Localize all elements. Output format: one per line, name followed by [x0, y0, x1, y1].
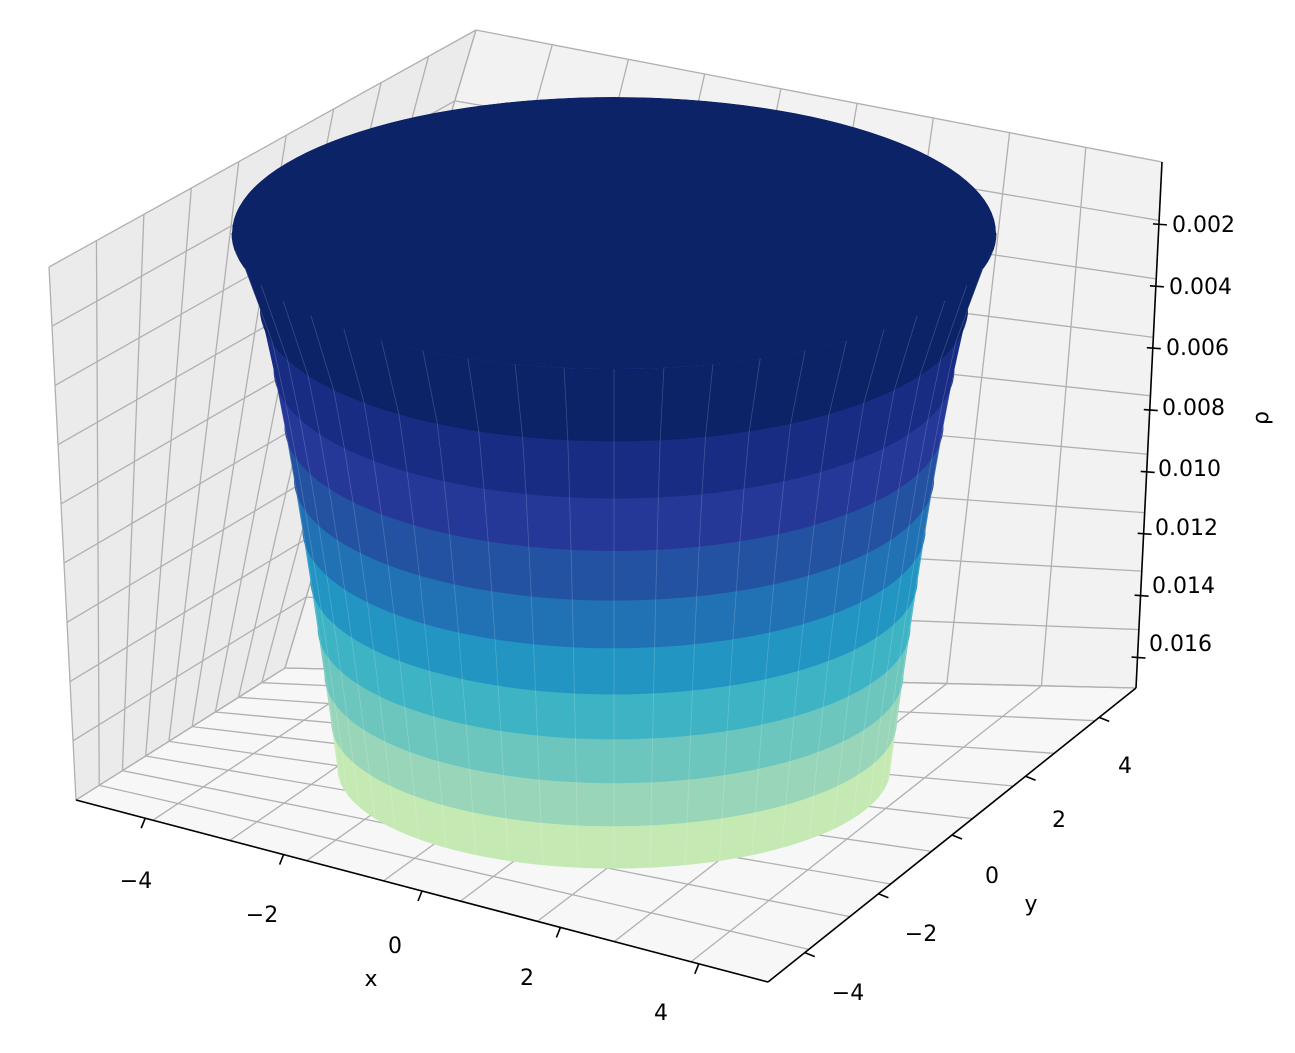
- side-grid-line: [69, 525, 328, 683]
- mesh-line: [868, 284, 968, 807]
- y-tick-label: −4: [832, 981, 864, 1006]
- mesh-line: [719, 358, 761, 861]
- x-tick: [417, 890, 423, 902]
- mesh-line: [381, 340, 447, 848]
- mesh-line: [467, 358, 509, 861]
- y-tick: [951, 834, 963, 840]
- mesh-line: [852, 300, 946, 819]
- side-grid-line: [168, 161, 240, 742]
- mesh-line: [244, 268, 348, 794]
- z-tick: [1149, 284, 1164, 288]
- side-grid-line: [95, 240, 100, 786]
- y-tick-label: −2: [905, 922, 937, 947]
- surface-inner-band: [232, 97, 996, 369]
- x-tick-label: 4: [654, 1001, 668, 1026]
- x-tick-label: 0: [388, 934, 402, 959]
- z-axis-label: ρ: [1249, 411, 1274, 425]
- mesh-line: [808, 329, 885, 839]
- y-tick: [878, 893, 889, 899]
- x-tick: [140, 817, 146, 829]
- x-axis-label: x: [364, 967, 377, 992]
- y-tick: [1098, 716, 1110, 723]
- back-grid-line: [946, 132, 1011, 684]
- floor-grid-line: [690, 685, 1042, 963]
- mesh-line: [781, 340, 847, 848]
- x-tick: [694, 963, 700, 975]
- floor-grid-line: [99, 784, 810, 950]
- axis-lines: [75, 161, 1167, 983]
- z-tick-label: 0.008: [1162, 396, 1225, 421]
- z-axis-line: [1135, 161, 1163, 689]
- x-tick-label: 2: [520, 966, 534, 991]
- x-tick: [278, 854, 285, 865]
- side-grid-line: [48, 29, 477, 268]
- x-tick-label: −4: [120, 869, 152, 894]
- z-tick-label: 0.002: [1172, 213, 1235, 238]
- mesh-line: [751, 350, 806, 855]
- mesh-line: [343, 329, 420, 839]
- y-axis-label: y: [1024, 892, 1037, 917]
- side-grid-line: [72, 596, 307, 742]
- mesh-line: [514, 364, 543, 865]
- z-tick-label: 0.004: [1169, 275, 1232, 300]
- mesh-line: [422, 350, 477, 855]
- mesh-line: [880, 268, 984, 794]
- z-tick-label: 0.010: [1158, 457, 1221, 482]
- z-tick-label: 0.012: [1155, 516, 1218, 541]
- z-tick: [1146, 346, 1161, 350]
- back-grid-line: [475, 29, 1163, 163]
- y-tick-label: 0: [985, 864, 999, 889]
- x-tick-label: −2: [246, 903, 278, 928]
- mesh-line: [563, 367, 579, 868]
- x-tick-labels: −4 −2 0 2 4: [120, 869, 668, 1026]
- mesh-line: [260, 284, 360, 807]
- surface-plot: [231, 97, 997, 869]
- z-tick: [1131, 656, 1146, 659]
- z-tick: [1152, 223, 1167, 226]
- side-grid-line: [75, 667, 286, 801]
- back-grid-line: [1040, 147, 1087, 686]
- y-tick-label: 2: [1052, 808, 1066, 833]
- mesh-line: [832, 315, 918, 829]
- x-tick: [555, 927, 562, 938]
- z-tick-label: 0.006: [1166, 336, 1229, 361]
- mesh-line: [234, 250, 341, 782]
- side-grid-line: [121, 214, 145, 771]
- y-tick-labels: −4 −2 0 2 4: [832, 754, 1132, 1006]
- side-grid-line: [145, 187, 192, 757]
- z-tick-labels: 0.002 0.004 0.006 0.008 0.010 0.012 0.01…: [1149, 213, 1235, 657]
- side-grid-line: [48, 266, 77, 801]
- z-tick-label: 0.016: [1149, 632, 1212, 657]
- y-tick: [1025, 775, 1036, 781]
- mesh-line: [649, 367, 665, 868]
- mesh-line: [887, 250, 994, 782]
- z-tick: [1137, 532, 1152, 536]
- z-tick-label: 0.014: [1152, 574, 1215, 599]
- mesh-line: [282, 300, 376, 819]
- y-tick: [804, 951, 816, 958]
- mesh-line: [685, 364, 714, 865]
- z-tick: [1134, 594, 1149, 597]
- z-tick: [1140, 470, 1155, 474]
- y-tick-label: 4: [1118, 754, 1132, 779]
- mesh-line: [310, 315, 396, 829]
- surface-mesh: [234, 250, 994, 868]
- z-tick: [1143, 408, 1158, 412]
